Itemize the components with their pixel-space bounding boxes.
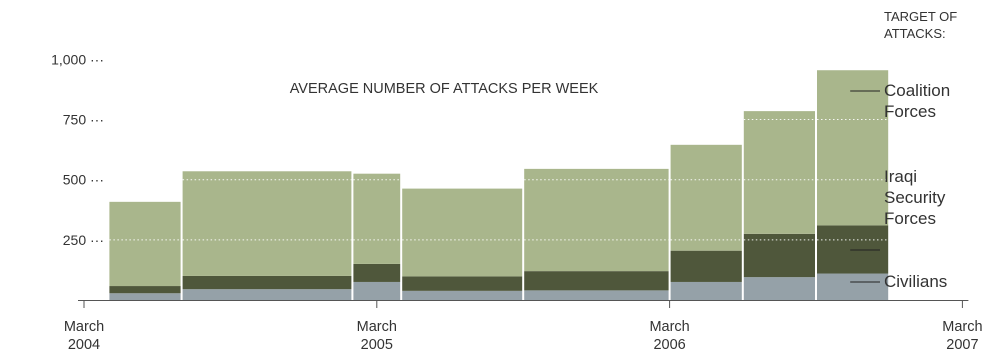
bar-segment-5-iraqi-security-forces (524, 271, 669, 291)
bar-segment-3-civilians (353, 281, 401, 300)
bar-segment-3-iraqi-security-forces (353, 263, 401, 282)
y-tick-label-250: 250 ··· (63, 232, 104, 248)
x-tick-label-month-2005: March (357, 319, 397, 335)
legend-label-iraqi-security-forces-line-1: Iraqi (884, 167, 917, 186)
legend-label-coalition-forces-line-2: Forces (884, 102, 936, 121)
bar-segment-7-coalition-forces (743, 111, 815, 234)
x-tick-label-year-2005: 2005 (361, 337, 393, 353)
bar-segment-4-coalition-forces (402, 188, 523, 277)
legend-label-iraqi-security-forces-line-2: Security (884, 188, 946, 207)
x-tick-label-month-2004: March (64, 319, 104, 335)
legend-layer: TARGET OF ATTACKS: Coalition Forces Iraqi Sec… (850, 9, 957, 291)
x-tick-label-year-2006: 2006 (653, 337, 685, 353)
bar-segment-6-civilians (670, 281, 742, 300)
bar-segment-1-iraqi-security-forces (109, 286, 181, 294)
legend-label-civilians-line-1: Civilians (884, 272, 947, 291)
bar-segment-4-civilians (402, 290, 523, 300)
bar-segment-2-iraqi-security-forces (182, 275, 352, 290)
chart-title: AVERAGE NUMBER OF ATTACKS PER WEEK (290, 81, 599, 97)
bar-segment-5-civilians (524, 290, 669, 300)
y-tick-label-750: 750 ··· (63, 112, 104, 128)
y-tick-label-1000: 1,000 ··· (51, 51, 104, 67)
bar-segment-3-coalition-forces (353, 173, 401, 264)
bar-segment-8-civilians (817, 273, 889, 300)
bar-segment-2-civilians (182, 289, 352, 300)
bar-segment-8-coalition-forces (817, 70, 889, 226)
bar-segment-2-coalition-forces (182, 171, 352, 276)
bar-segment-1-civilians (109, 293, 181, 300)
bar-segment-4-iraqi-security-forces (402, 276, 523, 291)
legend-label-coalition-forces-line-1: Coalition (884, 81, 950, 100)
legend-label-iraqi-security-forces-line-3: Forces (884, 209, 936, 228)
bar-segment-8-iraqi-security-forces (817, 225, 889, 274)
bar-segment-7-civilians (743, 277, 815, 300)
x-tick-label-year-2004: 2004 (68, 337, 100, 353)
bar-segment-6-coalition-forces (670, 144, 742, 251)
axis-layer: 250 ··· 500 ··· 750 ··· 1,000 ··· March 2004 M… (51, 51, 982, 353)
bars-layer (109, 70, 889, 300)
bar-segment-6-iraqi-security-forces (670, 250, 742, 282)
legend-heading-line-1: TARGET OF (884, 9, 957, 24)
x-tick-label-year-2007: 2007 (946, 337, 978, 353)
x-tick-label-month-2006: March (649, 319, 689, 335)
bar-segment-1-coalition-forces (109, 201, 181, 287)
bar-segment-5-coalition-forces (524, 168, 669, 272)
x-tick-label-month-2007: March (942, 319, 982, 335)
legend-heading-line-2: ATTACKS: (884, 26, 946, 41)
y-tick-label-500: 500 ··· (63, 172, 104, 188)
grid-layer (109, 119, 889, 241)
bar-segment-7-iraqi-security-forces (743, 233, 815, 278)
